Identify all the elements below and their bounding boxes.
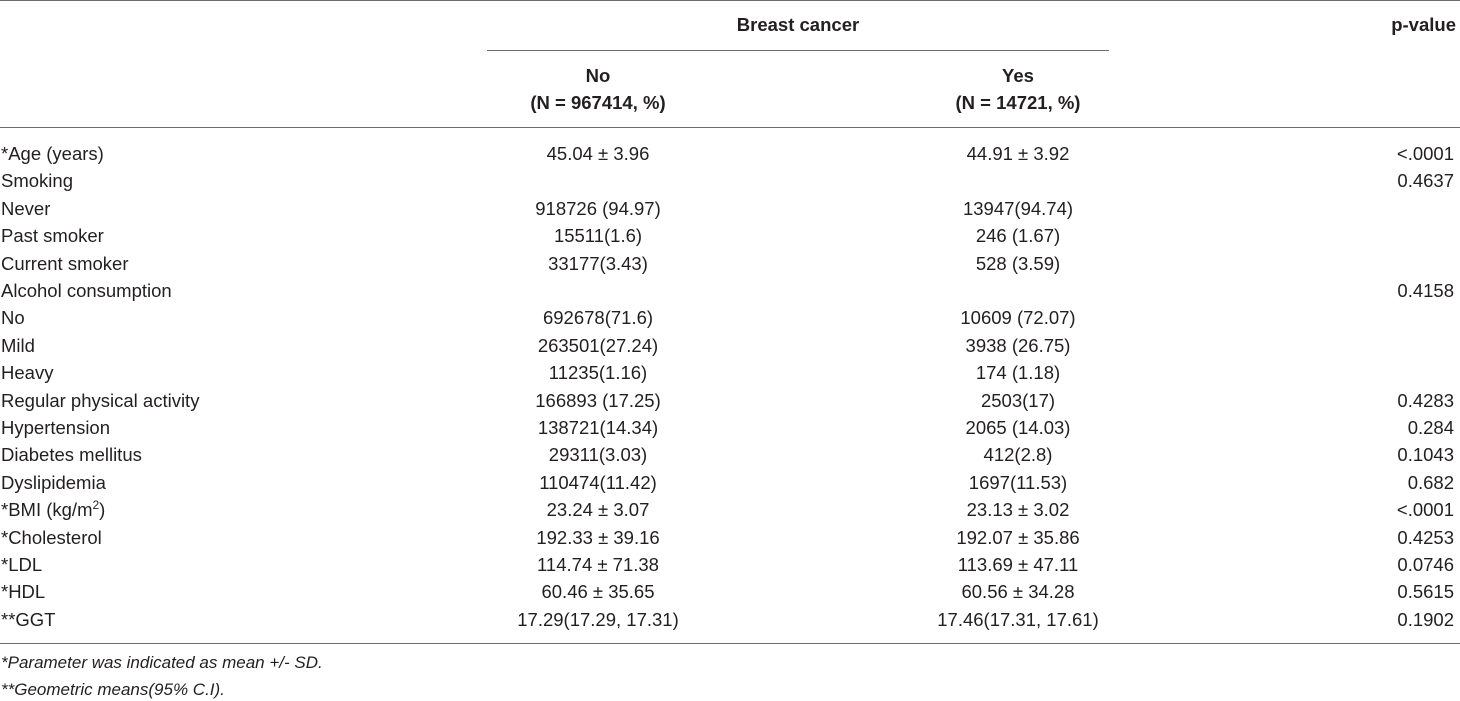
no-n-header: (N = 967414, %)	[530, 92, 666, 113]
row-value-no: 60.46 ± 35.65	[541, 581, 655, 602]
row-value-no: 192.33 ± 39.16	[536, 527, 660, 548]
row-value-no: 15511(1.6)	[553, 225, 643, 246]
row-value-no: 166893 (17.25)	[535, 390, 661, 411]
row-label: *BMI (kg/m2)	[1, 497, 106, 520]
row-value-no: 692678(71.6)	[542, 307, 654, 328]
row-value-yes: 192.07 ± 35.86	[956, 527, 1080, 548]
row-label: *LDL	[1, 554, 43, 575]
row-label: *Cholesterol	[1, 527, 102, 548]
row-value-yes: 174 (1.18)	[975, 362, 1061, 383]
row-pvalue: <.0001	[1396, 143, 1454, 164]
row-value-no: 17.29(17.29, 17.31)	[517, 609, 679, 630]
row-pvalue: 0.4637	[1397, 170, 1454, 191]
row-pvalue: 0.284	[1407, 417, 1454, 438]
group-header: Breast cancer	[736, 14, 860, 35]
row-label: *HDL	[1, 581, 46, 602]
row-label: *Age (years)	[1, 143, 104, 164]
row-label: Smoking	[1, 170, 73, 191]
row-pvalue: 0.4158	[1397, 280, 1454, 301]
yes-n-header: (N = 14721, %)	[955, 92, 1081, 113]
row-value-yes: 13947(94.74)	[962, 198, 1074, 219]
row-value-yes: 23.13 ± 3.02	[966, 499, 1070, 520]
row-pvalue: 0.5615	[1397, 581, 1454, 602]
row-value-no: 918726 (94.97)	[535, 198, 661, 219]
row-pvalue: 0.4253	[1397, 527, 1454, 548]
row-value-no: 114.74 ± 71.38	[537, 554, 659, 575]
row-value-no: 45.04 ± 3.96	[546, 143, 650, 164]
row-pvalue: 0.682	[1407, 472, 1454, 493]
row-label: Never	[1, 198, 51, 219]
row-label: **GGT	[1, 609, 56, 630]
row-value-yes: 246 (1.67)	[975, 225, 1061, 246]
row-value-no: 29311(3.03)	[548, 444, 648, 465]
footnote-2: **Geometric means(95% C.I).	[1, 680, 225, 699]
row-value-yes: 1697(11.53)	[968, 472, 1068, 493]
row-pvalue: 0.0746	[1397, 554, 1454, 575]
row-value-yes: 10609 (72.07)	[960, 307, 1076, 328]
row-value-no: 11235(1.16)	[548, 362, 648, 383]
row-value-no: 263501(27.24)	[537, 335, 659, 356]
row-value-no: 138721(14.34)	[537, 417, 659, 438]
pvalue-header: p-value	[1391, 14, 1456, 35]
row-pvalue: 0.4283	[1397, 390, 1454, 411]
row-value-yes: 412(2.8)	[983, 444, 1053, 465]
row-label: Mild	[1, 335, 35, 356]
no-header: No	[585, 65, 611, 86]
row-value-yes: 2503(17)	[980, 390, 1056, 411]
row-value-no: 23.24 ± 3.07	[546, 499, 650, 520]
row-pvalue: 0.1043	[1397, 444, 1454, 465]
row-label: Regular physical activity	[1, 390, 200, 411]
row-label: Heavy	[1, 362, 54, 383]
row-label: Past smoker	[1, 225, 104, 246]
row-pvalue: <.0001	[1396, 499, 1454, 520]
row-value-yes: 528 (3.59)	[975, 253, 1061, 274]
row-label: No	[1, 307, 25, 328]
row-value-yes: 60.56 ± 34.28	[961, 581, 1075, 602]
yes-header: Yes	[1002, 65, 1034, 86]
row-value-yes: 17.46(17.31, 17.61)	[937, 609, 1099, 630]
header-bottom-rule	[0, 127, 1460, 128]
row-value-yes: 3938 (26.75)	[965, 335, 1071, 356]
row-value-yes: 2065 (14.03)	[965, 417, 1071, 438]
row-label: Diabetes mellitus	[1, 444, 142, 465]
row-value-no: 110474(11.42)	[539, 472, 657, 493]
row-label: Dyslipidemia	[1, 472, 106, 493]
group-rule	[487, 50, 1109, 51]
row-label: Alcohol consumption	[1, 280, 172, 301]
row-value-yes: 44.91 ± 3.92	[966, 143, 1070, 164]
footnote-1: *Parameter was indicated as mean +/- SD.	[1, 653, 323, 672]
table-bottom-rule	[0, 643, 1460, 644]
row-value-yes: 113.69 ± 47.11	[957, 554, 1079, 575]
row-label: Current smoker	[1, 253, 129, 274]
row-value-no: 33177(3.43)	[548, 253, 648, 274]
row-label: Hypertension	[1, 417, 111, 438]
top-rule	[0, 0, 1460, 1]
row-pvalue: 0.1902	[1397, 609, 1454, 630]
